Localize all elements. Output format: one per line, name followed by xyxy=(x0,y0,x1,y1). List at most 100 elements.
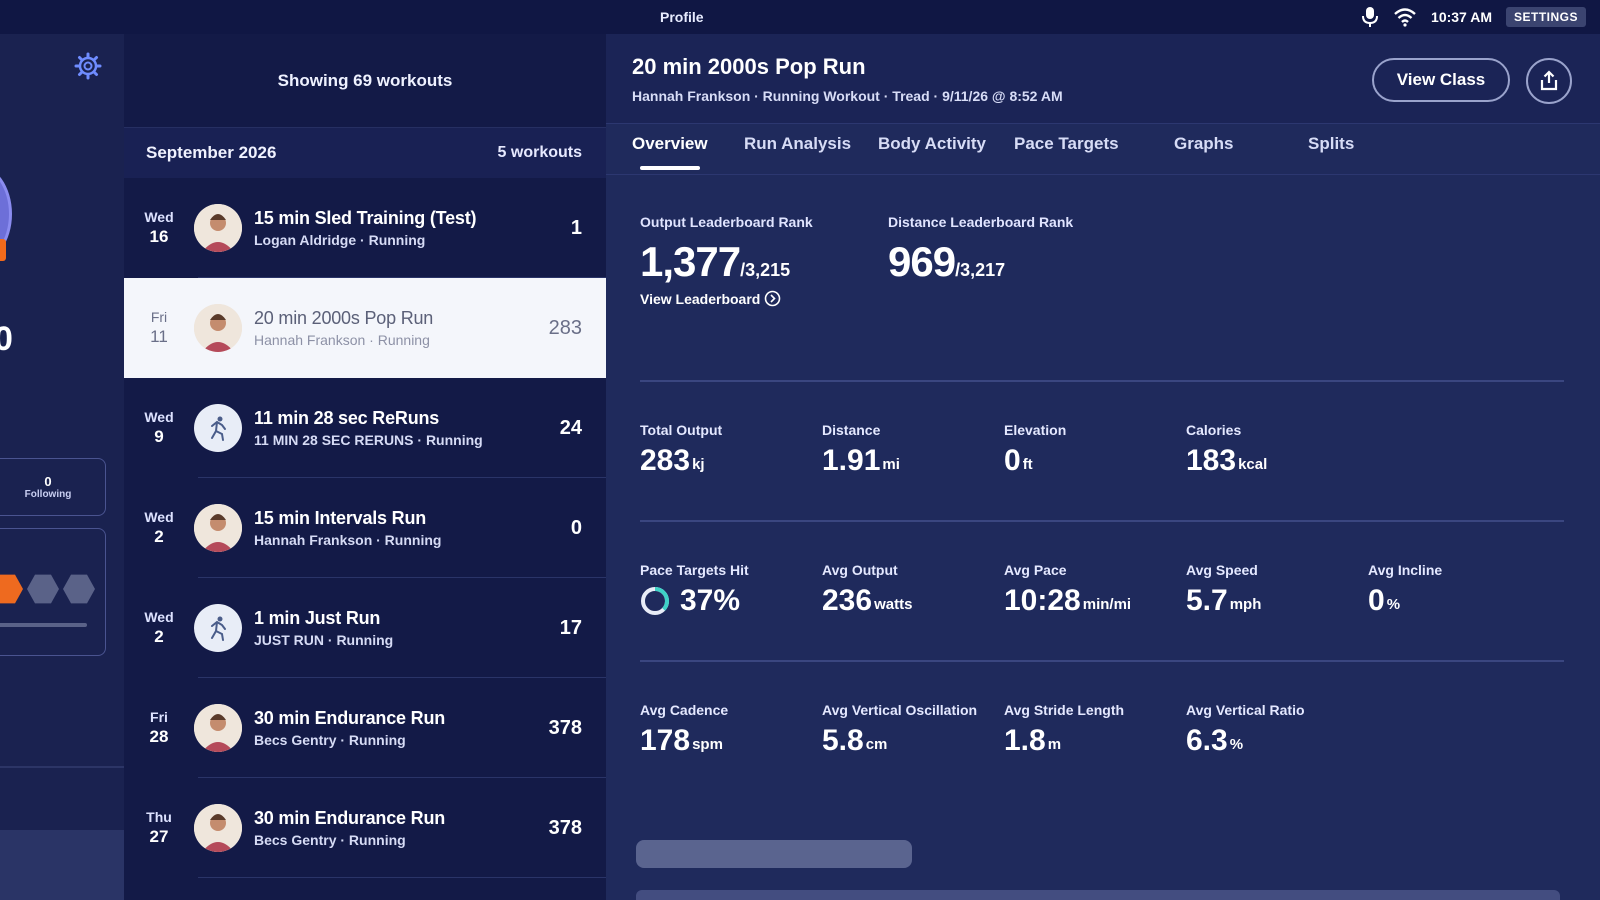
metric-elevation: Elevation 0 ft xyxy=(1004,422,1066,478)
output-rank-label: Output Leaderboard Rank xyxy=(640,214,813,230)
metric-label: Avg Output xyxy=(822,562,898,578)
metric-unit: spm xyxy=(692,735,723,753)
metric-unit: cm xyxy=(865,735,888,753)
metric-number: 5.7 xyxy=(1186,584,1228,617)
avatar-badge xyxy=(0,239,6,261)
workout-weekday: Fri xyxy=(150,708,168,725)
metric-value: 236 watts xyxy=(822,584,912,618)
workout-weekday: Wed xyxy=(144,508,174,525)
metric-number: 283 xyxy=(640,444,691,477)
view-leaderboard-label: View Leaderboard xyxy=(640,290,761,307)
badge-progress-bar xyxy=(0,623,87,627)
section-divider xyxy=(640,660,1564,662)
workout-title: 15 min Sled Training (Test) xyxy=(254,208,477,228)
workout-list-item[interactable]: Wed 2 1 min Just Run JUST RUN · Running 17 xyxy=(124,578,606,678)
bottom-card-edge xyxy=(636,890,1560,900)
metric-calories: Calories 183 kcal xyxy=(1186,422,1267,478)
metric-number: 236 xyxy=(822,584,873,617)
metric-number: 1.8 xyxy=(1004,724,1046,757)
metric-number: 37% xyxy=(680,584,741,617)
share-button[interactable] xyxy=(1526,58,1572,104)
workout-info: 11 min 28 sec ReRuns 11 MIN 28 SEC RERUNS… xyxy=(254,408,536,448)
view-class-button[interactable]: View Class xyxy=(1372,58,1510,102)
workout-subtitle: Hannah Frankson · Running xyxy=(254,332,430,348)
workout-thumbnail xyxy=(194,604,242,652)
tab-splits[interactable]: Splits xyxy=(1308,134,1355,153)
tab-overview[interactable]: Overview xyxy=(632,134,708,170)
workout-day: 28 xyxy=(149,727,169,747)
runner-icon xyxy=(211,616,226,641)
metric-number: 10:28 xyxy=(1004,584,1081,617)
workout-subtitle: 11 MIN 28 SEC RERUNS · Running xyxy=(254,432,483,448)
gear-icon[interactable] xyxy=(74,52,102,80)
workout-thumbnail xyxy=(194,504,242,552)
workout-subtitle: Becs Gentry · Running xyxy=(254,832,406,848)
metric-number: 0 xyxy=(1368,584,1385,617)
metric-label: Avg Pace xyxy=(1004,562,1067,578)
workout-list-item[interactable]: Wed 9 11 min 28 sec ReRuns 11 MIN 28 SEC RE… xyxy=(124,378,606,478)
workout-output: 1 xyxy=(570,216,582,239)
metric-label: Avg Stride Length xyxy=(1004,702,1125,718)
status-area: 10:37 AM SETTINGS xyxy=(1361,6,1586,28)
workout-subtitle: Hannah Frankson · Running xyxy=(254,532,442,548)
metric-number: 6.3 xyxy=(1186,724,1228,757)
workout-day: 16 xyxy=(149,227,169,247)
metric-value: 0% xyxy=(1368,584,1442,618)
workout-info: 1 min Just Run JUST RUN · Running xyxy=(254,608,536,648)
workout-title: 30 min Endurance Run xyxy=(254,708,446,728)
tab-pace-targets[interactable]: Pace Targets xyxy=(1014,134,1119,153)
metric-value: 37% xyxy=(640,584,749,618)
workout-list-item[interactable]: Fri 11 20 min 2000s Pop Run Hannah Frankson… xyxy=(124,278,606,378)
metric-total-output: Total Output 283 kj xyxy=(640,422,722,478)
metric-distance: Distance 1.91 mi xyxy=(822,422,900,478)
workout-date: Wed 16 xyxy=(124,209,194,248)
output-rank-total: /3,215 xyxy=(740,260,791,280)
workout-detail-panel: 20 min 2000s Pop Run Hannah Frankson · R… xyxy=(606,34,1600,900)
detail-header: 20 min 2000s Pop Run Hannah Frankson · R… xyxy=(606,34,1600,124)
tab-body-activity[interactable]: Body Activity xyxy=(878,134,987,153)
clock: 10:37 AM xyxy=(1431,9,1492,25)
sidebar-bottom-item[interactable] xyxy=(0,830,132,900)
metric-value: 283 kj xyxy=(640,444,722,478)
status-bar: Profile 10:37 AM SETTINGS xyxy=(0,0,1600,34)
workout-subtitle: Logan Aldridge · Running xyxy=(254,232,426,248)
section-divider xyxy=(640,520,1564,522)
workout-date: Fri 11 xyxy=(124,309,194,348)
profile-sidebar: 0 0 Following xyxy=(0,34,132,900)
view-leaderboard-link[interactable]: View Leaderboard xyxy=(640,290,813,307)
month-label: September 2026 xyxy=(146,143,277,162)
workout-day: 27 xyxy=(149,827,169,847)
tab-run-analysis[interactable]: Run Analysis xyxy=(744,134,852,153)
workout-list-item[interactable]: Thu 27 30 min Endurance Run Becs Gentry · R… xyxy=(124,778,606,878)
metric-value: 0 ft xyxy=(1004,444,1066,478)
metric-avg-pace: Avg Pace 10:28 min/mi xyxy=(1004,562,1131,618)
workout-thumbnail xyxy=(194,404,242,452)
workout-weekday: Fri xyxy=(150,308,168,325)
workout-output: 378 xyxy=(548,716,582,739)
tab-graphs[interactable]: Graphs xyxy=(1174,134,1234,153)
workout-list-item[interactable]: Wed 2 15 min Intervals Run Hannah Frankson … xyxy=(124,478,606,578)
metric-value: 178 spm xyxy=(640,724,728,758)
workout-list-item[interactable]: Wed 16 15 min Sled Training (Test) Logan Al… xyxy=(124,178,606,278)
class-meta: Hannah Frankson · Running Workout · Trea… xyxy=(632,88,1063,104)
following-stat[interactable]: 0 Following xyxy=(0,458,106,516)
workout-output: 378 xyxy=(548,816,582,839)
badge-hexagon-icon xyxy=(63,574,95,604)
metric-avg-vertical-oscillation: Avg Vertical Oscillation 5.8 cm xyxy=(822,702,977,758)
metric-number: 5.8 xyxy=(822,724,864,757)
scroll-indicator[interactable] xyxy=(636,840,912,868)
settings-button[interactable]: SETTINGS xyxy=(1505,7,1586,27)
runner-icon xyxy=(211,416,226,441)
metric-value: 1.91 mi xyxy=(822,444,900,478)
workout-list-item[interactable]: Fri 28 30 min Endurance Run Becs Gentry · R… xyxy=(124,678,606,778)
metric-label: Elevation xyxy=(1004,422,1067,438)
metric-unit: kcal xyxy=(1238,455,1268,473)
workout-thumbnail xyxy=(194,204,242,252)
metric-avg-vertical-ratio: Avg Vertical Ratio 6.3% xyxy=(1186,702,1305,758)
metric-label: Calories xyxy=(1186,422,1242,438)
badges-card[interactable] xyxy=(0,528,106,656)
metric-value: 1.8 m xyxy=(1004,724,1124,758)
metric-unit: mi xyxy=(882,455,900,473)
workout-info: 20 min 2000s Pop Run Hannah Frankson · Ru… xyxy=(254,308,536,348)
metric-unit: % xyxy=(1229,735,1244,753)
